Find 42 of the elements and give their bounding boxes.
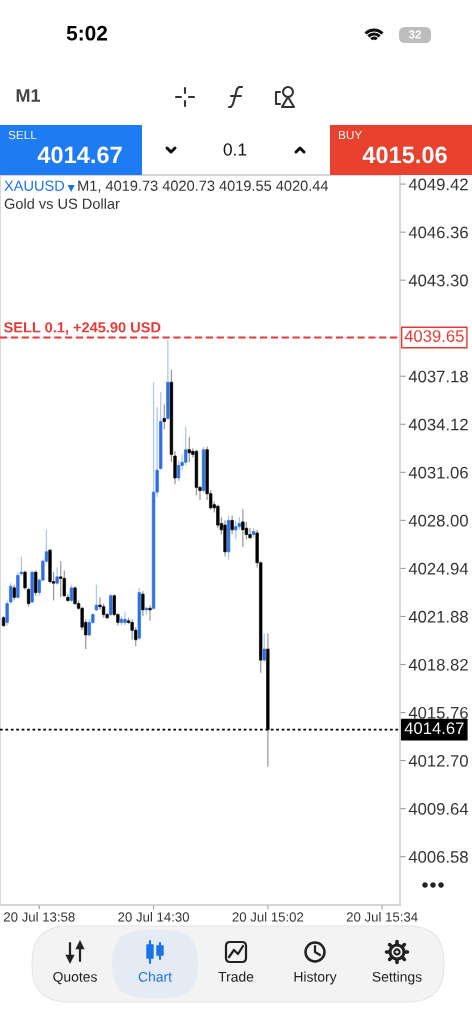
- y-tick-label: 4009.64: [408, 803, 469, 815]
- y-tick-label: 4021.88: [408, 610, 468, 623]
- x-tick-label: 20 Jul 13:58: [4, 911, 75, 922]
- text: 5:02: [66, 25, 108, 41]
- text: BUY: [338, 130, 363, 140]
- ref-line-label: 4014.67: [404, 722, 464, 735]
- y-tick-label: 4006.58: [408, 851, 468, 863]
- text: Quotes: [53, 971, 97, 985]
- y-tick-label: 4012.70: [408, 754, 468, 767]
- text: SELL: [8, 130, 37, 140]
- y-tick-label: 4037.18: [408, 370, 468, 383]
- y-tick-label: 4043.30: [408, 274, 468, 287]
- y-tick-label: 4028.00: [408, 514, 468, 527]
- text: Trade: [218, 971, 254, 982]
- text: M1: [16, 89, 41, 102]
- y-tick-label: 4034.12: [408, 418, 468, 431]
- candlestick: [148, 604, 152, 622]
- x-tick-label: 20 Jul 14:30: [118, 911, 189, 922]
- chart-title: XAUUSD: [4, 180, 65, 191]
- text: History: [294, 971, 337, 985]
- y-tick-label: 4024.94: [408, 562, 469, 575]
- y-tick-label: 4031.06: [408, 466, 468, 479]
- chart-subtitle: M1, 4019.73 4020.73 4019.55 4020.44: [78, 180, 329, 193]
- y-tick-label: 4015.76: [408, 706, 468, 719]
- text: Settings: [372, 971, 422, 985]
- candlestick: [248, 527, 252, 540]
- x-tick-label: 20 Jul 15:02: [232, 911, 304, 922]
- y-tick-label: 4018.82: [408, 658, 468, 671]
- x-tick-label: 20 Jul 15:34: [346, 911, 418, 922]
- candlestick: [123, 610, 127, 627]
- text: 4014.67: [37, 146, 122, 164]
- y-tick-label: 4046.36: [408, 226, 468, 239]
- text: Chart: [138, 971, 172, 982]
- annotation: SELL 0.1, +245.90 USD: [3, 322, 161, 335]
- ref-line-label: 4039.65: [404, 330, 464, 342]
- text: 32: [408, 30, 422, 39]
- candlestick: [98, 596, 102, 611]
- y-tick-label: 4049.42: [408, 178, 468, 191]
- annotation: Gold vs US Dollar: [4, 198, 120, 209]
- text: 0.1: [223, 143, 247, 156]
- candlestick: [55, 566, 59, 586]
- text: 4015.06: [362, 146, 447, 164]
